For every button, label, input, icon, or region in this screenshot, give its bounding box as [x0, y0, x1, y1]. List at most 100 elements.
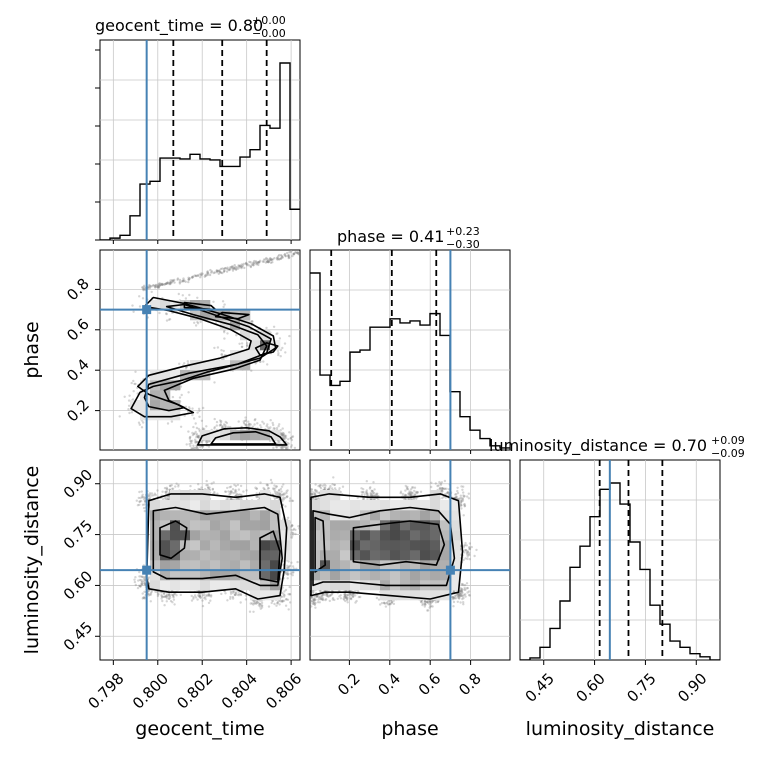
sample-point: [169, 599, 173, 603]
sample-point: [288, 334, 291, 338]
sample-point: [289, 601, 292, 604]
title-plus-error: +0.00: [252, 14, 286, 27]
sample-point: [286, 577, 289, 580]
sample-point: [207, 593, 211, 596]
sample-point: [245, 342, 249, 345]
sample-point: [370, 489, 373, 492]
sample-point: [460, 590, 464, 594]
density-cell: [150, 500, 161, 511]
sample-point: [460, 589, 463, 593]
sample-point: [317, 496, 320, 500]
sample-point: [462, 495, 466, 498]
density-cell: [270, 520, 281, 531]
sample-point: [278, 257, 281, 261]
density-cell: [220, 520, 231, 531]
density-cell: [260, 500, 271, 511]
sample-point: [170, 281, 173, 284]
sample-point: [324, 487, 327, 490]
density-cell: [370, 540, 381, 551]
sample-point: [138, 295, 141, 298]
sample-point: [441, 496, 444, 500]
sample-point: [258, 261, 261, 264]
sample-point: [227, 490, 230, 493]
sample-point: [221, 300, 225, 303]
sample-point: [275, 485, 278, 488]
sample-point: [280, 254, 283, 257]
sample-point: [457, 595, 460, 598]
sample-point: [212, 271, 215, 275]
sample-point: [285, 598, 288, 601]
sample-point: [342, 598, 346, 601]
sample-point: [180, 393, 183, 397]
sample-point: [328, 599, 331, 603]
sample-point: [403, 494, 407, 498]
density-cell: [390, 540, 401, 551]
density-cell: [320, 530, 331, 541]
sample-point: [453, 596, 456, 599]
sample-point: [352, 595, 355, 598]
sample-point: [441, 489, 444, 493]
contour-level-3: [352, 520, 446, 566]
sample-point: [281, 255, 284, 259]
sample-point: [213, 490, 216, 494]
sample-point: [231, 597, 235, 600]
sample-point: [268, 259, 271, 262]
sample-point: [287, 565, 291, 568]
sample-point: [204, 598, 207, 601]
sample-point: [291, 574, 294, 577]
sample-point: [239, 593, 243, 597]
sample-point: [354, 594, 357, 597]
sample-point: [421, 602, 425, 605]
sample-point: [207, 594, 211, 597]
contour-level-1: [197, 426, 288, 446]
sample-point: [428, 603, 431, 606]
sample-point: [311, 493, 314, 496]
sample-point: [262, 258, 266, 261]
sample-point: [456, 594, 460, 597]
sample-point: [387, 603, 391, 606]
sample-point: [318, 595, 322, 599]
sample-point: [458, 592, 461, 595]
sample-point: [137, 496, 140, 500]
sample-point: [339, 594, 342, 597]
density-cell: [210, 550, 221, 561]
sample-point: [285, 598, 288, 601]
density-cell: [200, 500, 211, 511]
sample-point: [292, 527, 296, 531]
sample-point: [200, 419, 204, 422]
sample-point: [249, 265, 253, 269]
density-cell: [270, 570, 281, 581]
density-cell: [430, 530, 441, 541]
x-tick-label: 0.802: [173, 670, 216, 713]
sample-point: [275, 426, 279, 430]
sample-point: [247, 264, 250, 267]
sample-point: [141, 597, 144, 600]
sample-point: [406, 485, 409, 489]
sample-point: [237, 264, 240, 267]
sample-point: [236, 497, 239, 501]
sample-point: [314, 598, 317, 601]
sample-point: [284, 588, 288, 592]
sample-point: [235, 267, 238, 271]
sample-point: [160, 595, 164, 598]
sample-point: [205, 273, 208, 276]
sample-point: [231, 269, 235, 272]
sample-point: [373, 492, 376, 495]
density-cell: [330, 560, 341, 571]
contour-level-3: [254, 342, 279, 356]
sample-point: [193, 274, 196, 277]
sample-point: [362, 490, 365, 494]
sample-point: [191, 275, 194, 279]
sample-point: [199, 276, 202, 279]
sample-point: [280, 445, 283, 449]
sample-point: [456, 593, 459, 596]
x-tick-label: 0.90: [674, 670, 710, 706]
x-tick-label: 0.8: [455, 670, 485, 700]
sample-point: [452, 596, 456, 599]
sample-point: [310, 596, 313, 599]
sample-point: [261, 260, 264, 263]
density-cell: [350, 550, 361, 561]
sample-point: [217, 269, 220, 273]
sample-point: [462, 485, 465, 488]
x-tick-label: 0.800: [129, 670, 172, 713]
